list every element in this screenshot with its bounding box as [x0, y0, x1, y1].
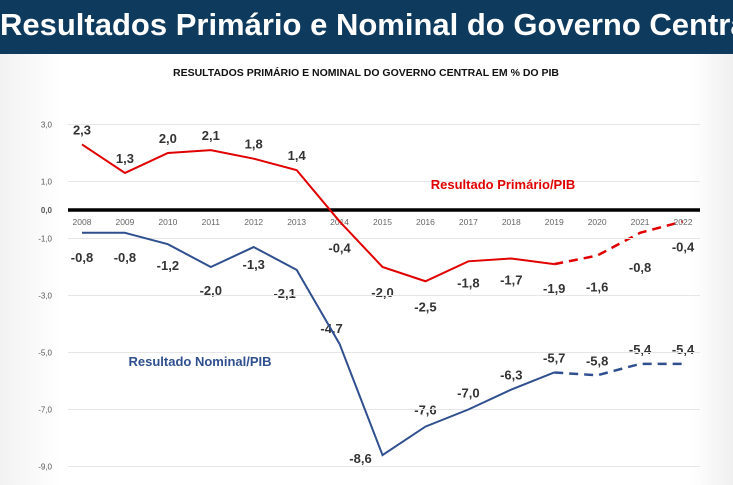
y-tick-label: 3,0 [41, 121, 53, 130]
data-label: -0,4 [328, 240, 351, 255]
x-tick-label: 2022 [674, 217, 693, 227]
data-label: 1,3 [116, 151, 134, 166]
x-tick-label: 2012 [244, 217, 263, 227]
data-label: 1,4 [288, 148, 307, 163]
x-tick-label: 2011 [202, 217, 221, 227]
data-label: -0,8 [71, 250, 93, 265]
data-label: -5,4 [629, 342, 652, 357]
line-chart: -5,4-5,4-5,8-5,7-6,3-7,0-7,6-8,6-4,7-2,1… [38, 66, 700, 472]
y-tick-label: 0,0 [41, 206, 53, 215]
data-label: 2,3 [73, 122, 91, 137]
x-tick-label: 2019 [545, 217, 564, 227]
data-label: -1,6 [586, 280, 608, 295]
data-label: -1,7 [500, 272, 522, 287]
x-tick-label: 2008 [73, 217, 92, 227]
legend-primario: Resultado Primário/PIB [431, 177, 575, 192]
data-label: 1,8 [245, 137, 263, 152]
data-label: -2,0 [200, 283, 222, 298]
series-line-dashed-nominal [554, 362, 684, 377]
x-tick-label: 2017 [459, 217, 478, 227]
x-tick-label: 2009 [115, 217, 134, 227]
data-label: -8,6 [349, 451, 371, 466]
x-tick-label: 2016 [416, 217, 435, 227]
y-tick-label: 1,0 [41, 178, 53, 187]
chart-title: RESULTADOS PRIMÁRIO E NOMINAL DO GOVERNO… [173, 66, 559, 79]
data-label: -7,6 [414, 403, 436, 418]
y-tick-label: -3,0 [38, 292, 52, 301]
data-label: -0,4 [672, 239, 695, 254]
data-label: -0,8 [629, 260, 651, 275]
x-tick-label: 2010 [158, 217, 177, 227]
data-label: -5,8 [586, 353, 608, 368]
data-label: -0,8 [114, 250, 136, 265]
data-label: -1,3 [243, 257, 265, 272]
data-label: -5,7 [543, 350, 565, 365]
y-tick-label: -5,0 [38, 349, 52, 358]
data-label: -6,3 [500, 368, 522, 383]
y-tick-label: -7,0 [38, 406, 52, 415]
x-tick-label: 2021 [631, 217, 650, 227]
data-label: -1,2 [157, 258, 179, 273]
chart-area: -5,4 -5,4 -5,8 -5,7 -6,3 -7,0 -7,6 -8,6 -4,7 -2,1… [0, 54, 733, 485]
x-tick-label: 2013 [287, 217, 306, 227]
legend-nominal: Resultado Nominal/PIB [128, 354, 271, 369]
data-label: 2,1 [202, 128, 220, 143]
x-tick-label: 2018 [502, 217, 521, 227]
data-label: -2,1 [273, 286, 295, 301]
data-label: -7,0 [457, 386, 479, 401]
data-label: -1,8 [457, 275, 479, 290]
data-label: -1,9 [543, 281, 565, 296]
series-line-nominal [82, 231, 555, 457]
slide-title: Resultados Primário e Nominal do Governo… [0, 0, 733, 54]
x-tick-label: 2015 [373, 217, 392, 227]
series-line-primario [81, 143, 555, 283]
x-tick-label: 2020 [588, 217, 607, 227]
y-tick-label: -9,0 [38, 463, 52, 472]
data-label: 2,0 [159, 131, 177, 146]
data-label: -2,0 [371, 285, 393, 300]
data-label: -2,5 [414, 299, 436, 314]
data-label: -5,4 [672, 342, 695, 357]
y-tick-label: -1,0 [38, 235, 52, 244]
series-line-dashed-primario [553, 220, 684, 266]
